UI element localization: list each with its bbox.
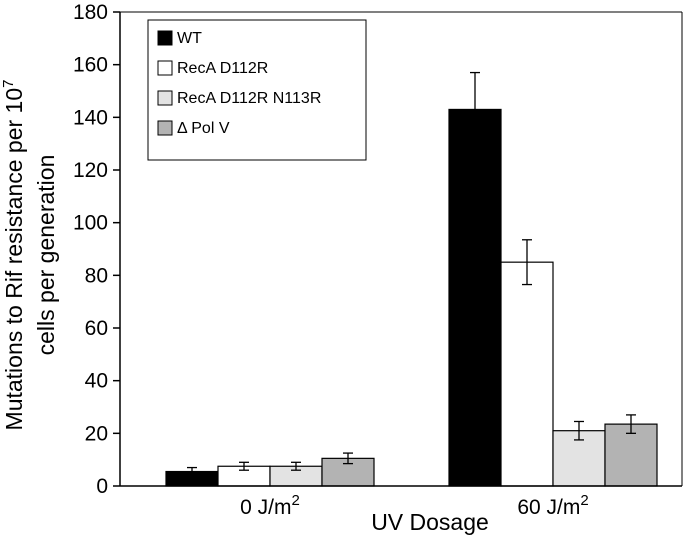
y-tick-label: 120 [73, 159, 108, 182]
y-tick-label: 20 [85, 422, 108, 445]
y-tick-label: 160 [73, 54, 108, 77]
y-tick-label: 60 [85, 317, 108, 340]
y-tick-label: 140 [73, 106, 108, 129]
legend-label: RecA D112R N113R [177, 90, 321, 107]
legend-swatch [157, 90, 173, 106]
y-tick-label: 40 [85, 370, 108, 393]
legend-swatch [157, 60, 173, 76]
x-category-label: 60 J/m2 [517, 492, 588, 519]
legend-label: RecA D112R [177, 60, 268, 77]
y-tick-label: 80 [85, 264, 108, 287]
x-axis-title: UV Dosage [371, 509, 489, 535]
y-axis-title: Mutations to Rif resistance per 107 cell… [0, 80, 59, 431]
y-ticks: 0 20 40 60 80 100 120 140 160 180 [73, 1, 120, 498]
legend-swatch [157, 30, 173, 46]
legend: WT RecA D112R RecA D112R N113R Δ Pol V [147, 19, 367, 161]
legend-label: Δ Pol V [177, 120, 230, 137]
legend-swatch [157, 120, 173, 136]
y-axis-title-line2: cells per generation [33, 155, 59, 356]
y-axis-title-line1: Mutations to Rif resistance per 107 [0, 80, 27, 431]
bars-layer [165, 71, 658, 487]
legend-label: WT [177, 30, 202, 47]
y-tick-label: 0 [96, 475, 108, 498]
bar [500, 261, 554, 487]
bar [604, 423, 658, 487]
bar [448, 108, 502, 487]
x-category-labels: 0 J/m2 60 J/m2 [240, 492, 589, 519]
y-tick-label: 180 [73, 1, 108, 24]
y-tick-label: 100 [73, 212, 108, 235]
legend-box [147, 19, 367, 161]
x-category-label: 0 J/m2 [240, 492, 300, 519]
